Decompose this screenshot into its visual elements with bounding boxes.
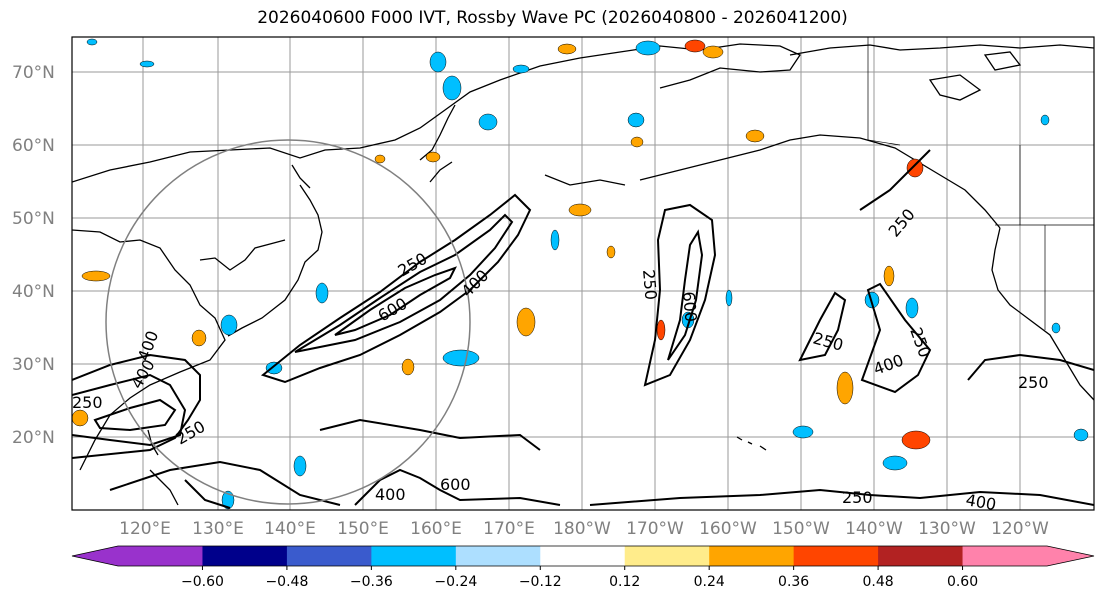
colorbar-tick-label: 0.48 [863, 574, 894, 590]
colorbar-tick-label: 0.36 [778, 574, 809, 590]
colorbar-segment [793, 546, 879, 566]
colorbar-extend-min [72, 546, 118, 566]
contour-label: 600 [679, 291, 701, 323]
anomaly-shading [72, 38, 1089, 510]
lon-label: 180°W [553, 519, 611, 539]
latitude-labels: 70°N 60°N 50°N 40°N 30°N 20°N [12, 63, 55, 448]
colorbar: −0.60 −0.48 −0.36 −0.24 −0.12 0.12 0.24 0.36 0.4… [71, 545, 1095, 590]
contour-label: 250 [1018, 373, 1049, 392]
colorbar-segment [962, 546, 1048, 566]
lon-label: 140°E [264, 519, 316, 539]
contour-label: 400 [375, 485, 406, 504]
lat-label: 50°N [12, 209, 55, 229]
contour-label: 250 [639, 269, 661, 301]
lon-label: 120°E [119, 519, 171, 539]
lat-label: 60°N [12, 136, 55, 156]
lat-label: 70°N [12, 63, 55, 83]
colorbar-segment [540, 546, 626, 566]
lon-label: 160°E [410, 519, 462, 539]
colorbar-segment [371, 546, 457, 566]
contour-label: 600 [440, 475, 471, 494]
colorbar-segment [118, 546, 203, 566]
colorbar-tick-label: −0.60 [181, 574, 224, 590]
colorbar-segment [455, 546, 541, 566]
lon-label: 170°W [626, 519, 684, 539]
colorbar-extend-max [1047, 546, 1094, 566]
lon-label: 150°E [337, 519, 389, 539]
map-frame [71, 36, 1095, 511]
colorbar-segment [202, 546, 288, 566]
colorbar-tick-label: −0.24 [434, 574, 477, 590]
lon-label: 160°W [699, 519, 757, 539]
lat-label: 40°N [12, 282, 55, 302]
lon-label: 170°E [483, 519, 535, 539]
colorbar-segment [286, 546, 372, 566]
lon-label: 140°W [845, 519, 903, 539]
colorbar-segment [709, 546, 795, 566]
contour-label: 250 [72, 393, 103, 412]
colorbar-tick-label: 0.24 [694, 574, 725, 590]
contour-label: 250 [842, 488, 873, 507]
rossby-wave-circle [105, 139, 471, 505]
colorbar-segment [624, 546, 710, 566]
lat-label: 30°N [12, 355, 55, 375]
contour-label: 400 [964, 490, 997, 514]
borders [867, 37, 1094, 330]
map-background [72, 37, 1094, 510]
colorbar-tick-label: 0.12 [609, 574, 640, 590]
lat-label: 20°N [12, 428, 55, 448]
ivt-contours [72, 149, 1094, 509]
longitude-labels: 120°E 130°E 140°E 150°E 160°E 170°E 180°W 170°W… [119, 519, 1049, 539]
colorbar-tick-label: −0.12 [519, 574, 562, 590]
colorbar-segment [878, 546, 964, 566]
lon-label: 120°W [991, 519, 1049, 539]
lon-label: 130°W [918, 519, 976, 539]
colorbar-tick-label: 0.60 [947, 574, 978, 590]
lon-label: 130°E [192, 519, 244, 539]
coastlines [72, 43, 1094, 506]
colorbar-outline [71, 545, 1095, 567]
colorbar-tick-label: −0.36 [350, 574, 393, 590]
graticule [72, 37, 1094, 510]
lon-label: 150°W [772, 519, 830, 539]
colorbar-tick-label: −0.48 [265, 574, 308, 590]
map-title: 2026040600 F000 IVT, Rossby Wave PC (202… [257, 8, 848, 28]
